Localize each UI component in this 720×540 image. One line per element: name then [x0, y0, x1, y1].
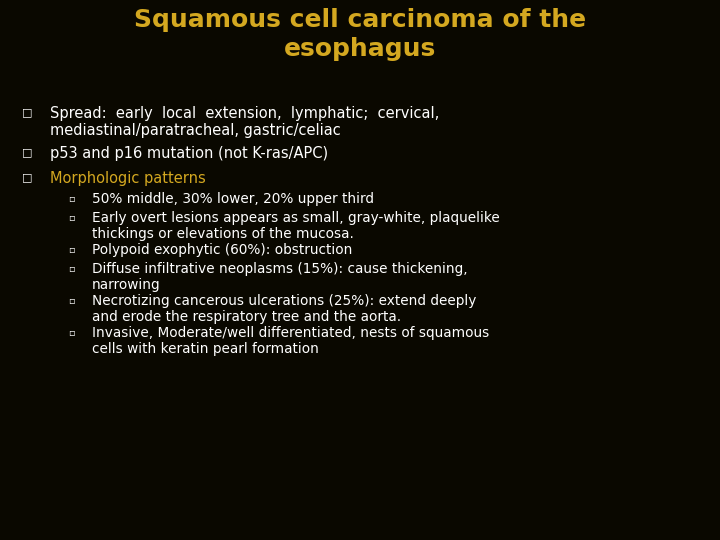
Text: Squamous cell carcinoma of the
esophagus: Squamous cell carcinoma of the esophagus — [134, 8, 586, 60]
Text: Early overt lesions appears as small, gray-white, plaquelike
thickings or elevat: Early overt lesions appears as small, gr… — [92, 211, 500, 241]
Text: Morphologic patterns: Morphologic patterns — [50, 171, 206, 186]
Text: Spread:  early  local  extension,  lymphatic;  cervical,
mediastinal/paratrachea: Spread: early local extension, lymphatic… — [50, 106, 439, 138]
Text: ▫: ▫ — [68, 212, 75, 222]
Text: Polypoid exophytic (60%): obstruction: Polypoid exophytic (60%): obstruction — [92, 243, 352, 257]
Text: p53 and p16 mutation (not K-ras/APC): p53 and p16 mutation (not K-ras/APC) — [50, 146, 328, 161]
Text: ▫: ▫ — [68, 244, 75, 254]
Text: 50% middle, 30% lower, 20% upper third: 50% middle, 30% lower, 20% upper third — [92, 192, 374, 206]
Text: Invasive, Moderate/well differentiated, nests of squamous
cells with keratin pea: Invasive, Moderate/well differentiated, … — [92, 326, 490, 356]
Text: Necrotizing cancerous ulcerations (25%): extend deeply
and erode the respiratory: Necrotizing cancerous ulcerations (25%):… — [92, 294, 477, 324]
Text: Diffuse infiltrative neoplasms (15%): cause thickening,
narrowing: Diffuse infiltrative neoplasms (15%): ca… — [92, 262, 467, 292]
Text: □: □ — [22, 147, 32, 157]
Text: ▫: ▫ — [68, 263, 75, 273]
Text: □: □ — [22, 172, 32, 182]
Text: ▫: ▫ — [68, 193, 75, 203]
Text: ▫: ▫ — [68, 327, 75, 337]
Text: □: □ — [22, 107, 32, 117]
Text: ▫: ▫ — [68, 295, 75, 305]
